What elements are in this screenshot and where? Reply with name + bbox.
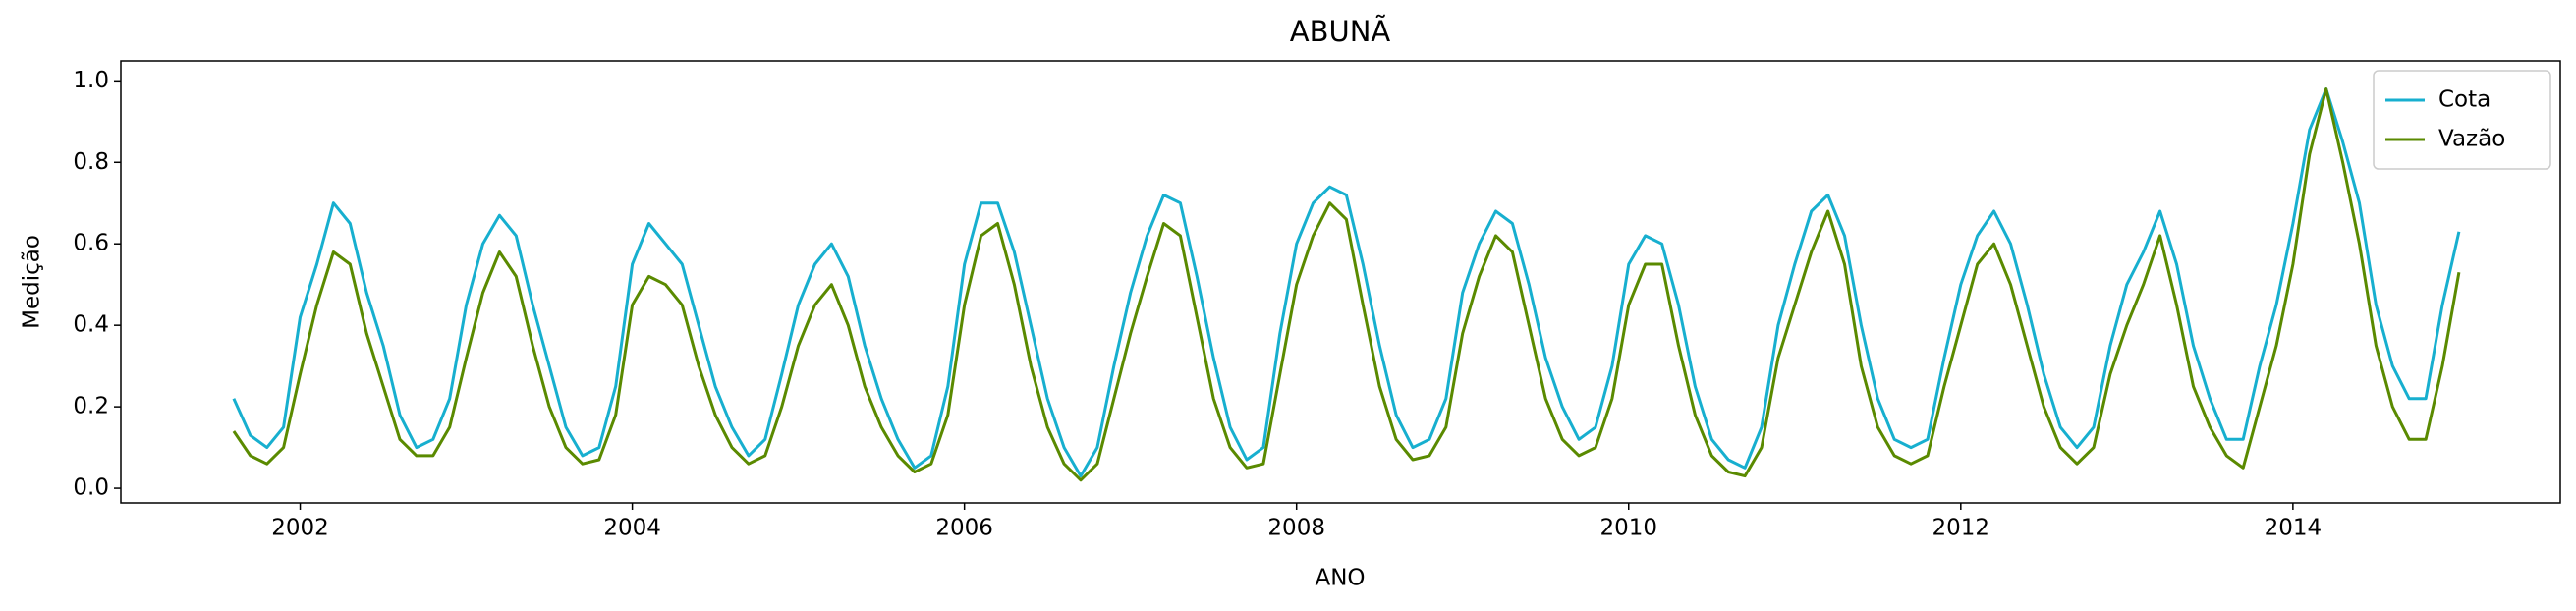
legend-label: Vazão bbox=[2438, 127, 2505, 152]
x-tick-label: 2014 bbox=[2265, 516, 2323, 541]
legend-box bbox=[2373, 70, 2551, 170]
x-axis-label: ANO bbox=[1315, 566, 1365, 591]
y-tick-label: 0.6 bbox=[73, 231, 109, 256]
legend-label: Cota bbox=[2438, 87, 2491, 113]
x-tick-label: 2012 bbox=[1932, 516, 1990, 541]
plot-frame bbox=[120, 60, 2561, 504]
y-axis-label: Medição bbox=[20, 235, 45, 329]
y-tick-label: 1.0 bbox=[73, 68, 109, 93]
x-tick-label: 2008 bbox=[1267, 516, 1325, 541]
y-tick-label: 0.0 bbox=[73, 475, 109, 501]
y-tick-label: 0.4 bbox=[73, 312, 109, 338]
series-line bbox=[232, 87, 2461, 478]
series-line bbox=[232, 87, 2461, 482]
chart-title: ABUNÃ bbox=[1290, 15, 1391, 48]
x-tick-label: 2006 bbox=[935, 516, 993, 541]
y-tick-label: 0.2 bbox=[73, 394, 109, 419]
x-tick-label: 2002 bbox=[271, 516, 329, 541]
x-tick-label: 2004 bbox=[603, 516, 661, 541]
x-tick-label: 2010 bbox=[1599, 516, 1657, 541]
y-tick-label: 0.8 bbox=[73, 149, 109, 175]
